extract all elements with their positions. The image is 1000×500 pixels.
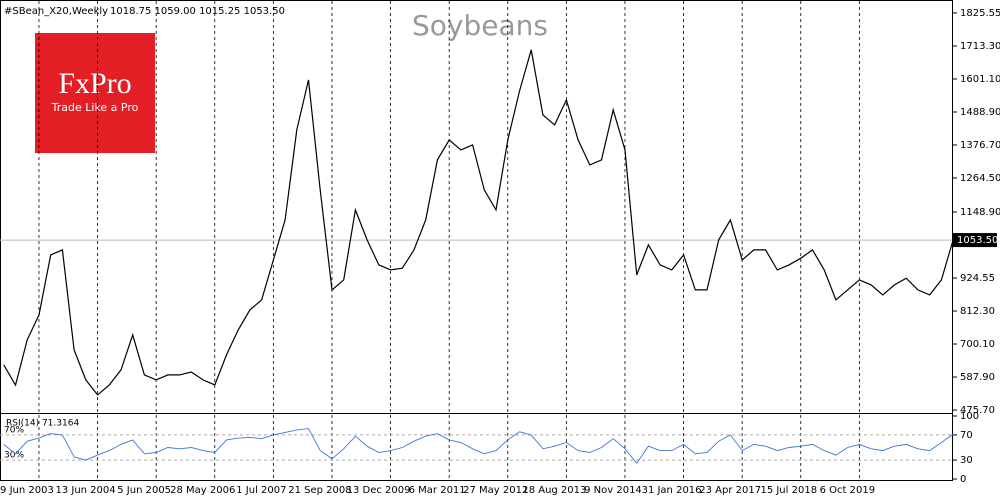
logo-slogan: Trade Like a Pro [51,101,139,114]
x-tick-label: 13 Jun 2004 [55,485,115,496]
x-tick-label: 23 Apr 2017 [699,485,761,496]
x-tick-label: 9 Jun 2003 [0,485,54,496]
x-tick-label: 6 Mar 2011 [409,485,466,496]
x-tick-label: 15 Jul 2018 [760,485,817,496]
y-tick-label: 1601.10 [960,74,1000,85]
level-label: 30% [4,451,24,461]
rsi-label: RSI(14) 71.3164 [6,419,79,429]
y-tick-label: 0 [960,474,966,485]
x-tick-label: 9 Nov 2014 [584,485,642,496]
x-tick-label: 21 Sep 2008 [288,485,351,496]
y-tick-label: 924.55 [960,273,995,284]
y-tick-label: 1825.55 [960,8,1000,19]
y-tick-label: 475.70 [960,405,995,416]
ohlc-label: 1018.75 1059.00 1015.25 1053.50 [110,6,285,17]
y-tick-label: 1376.70 [960,140,1000,151]
logo-brand: FxPro [58,67,131,100]
data-line [3,428,954,465]
level-label: 70% [4,425,24,435]
x-tick-label: 5 Jun 2005 [117,485,171,496]
symbol-label: #SBean_X20,Weekly [4,6,108,17]
y-tick-label: 100 [960,411,979,422]
x-tick-label: 31 Jan 2016 [642,485,702,496]
data-line [3,49,954,396]
x-tick-label: 13 Dec 2009 [347,485,411,496]
y-tick-label: 1148.90 [960,207,1000,218]
y-tick-label: 700.10 [960,339,995,350]
last-price-label: 1053.50 [957,235,998,246]
y-tick-label: 1488.90 [960,107,1000,118]
x-tick-label: 18 Aug 2013 [522,485,586,496]
y-tick-label: 1713.30 [960,41,1000,52]
y-tick-label: 1264.50 [960,173,1000,184]
y-tick-label: 30 [960,455,973,466]
x-tick-label: 27 May 2012 [463,485,528,496]
y-tick-label: 812.30 [960,306,995,317]
y-tick-label: 70 [960,430,973,441]
x-tick-label: 1 Jul 2007 [236,485,286,496]
last-price-box [953,233,997,248]
chart-title: Soybeans [412,9,548,42]
y-tick-label: 587.90 [960,372,995,383]
logo-box [35,33,155,153]
x-tick-label: 28 May 2006 [170,485,235,496]
x-tick-label: 6 Oct 2019 [820,485,875,496]
